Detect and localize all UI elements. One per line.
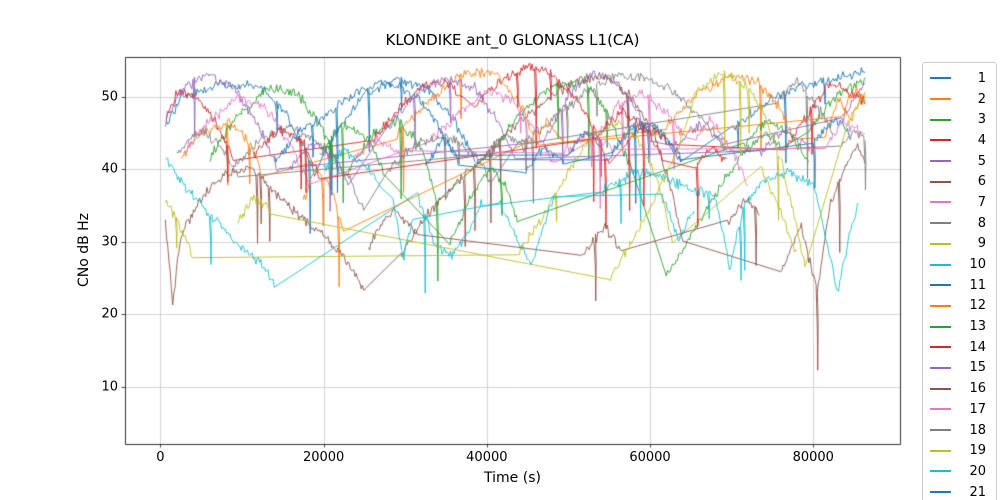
legend-item-6: 6 [923, 171, 996, 192]
y-axis-label: CNo dB Hz [76, 212, 92, 288]
y-tick-label: 10 [101, 379, 118, 395]
legend-label: 12 [969, 298, 986, 314]
legend-label: 3 [977, 112, 986, 128]
legend-item-8: 8 [923, 213, 996, 234]
legend-label: 1 [977, 70, 986, 86]
legend-line-sample [930, 201, 951, 204]
legend-line-sample [930, 242, 951, 245]
legend-item-15: 15 [923, 358, 996, 379]
legend-line-sample [930, 470, 951, 473]
y-tick-label: 50 [101, 89, 118, 105]
x-axis-label: Time (s) [484, 470, 541, 486]
legend-line-sample [930, 222, 951, 225]
legend-line-sample [930, 160, 951, 163]
legend-label: 18 [969, 422, 986, 438]
legend-label: 9 [977, 236, 986, 252]
legend-item-9: 9 [923, 234, 996, 255]
legend-item-18: 18 [923, 420, 996, 441]
legend-item-14: 14 [923, 337, 996, 358]
legend-label: 10 [969, 257, 986, 273]
x-tick-label: 60000 [629, 450, 671, 465]
x-tick-label: 20000 [302, 450, 345, 465]
legend-item-20: 20 [923, 461, 996, 482]
legend-line-sample [930, 408, 951, 411]
legend-item-21: 21 [923, 482, 996, 500]
legend-item-4: 4 [923, 130, 996, 151]
legend-label: 17 [969, 401, 986, 417]
legend-item-3: 3 [923, 109, 996, 130]
legend-label: 14 [969, 339, 986, 355]
legend-item-16: 16 [923, 378, 996, 399]
legend-line-sample [930, 118, 951, 121]
x-tick-label: 0 [156, 450, 165, 465]
y-tick-label: 40 [101, 161, 118, 177]
legend-label: 5 [977, 153, 986, 169]
legend-label: 11 [969, 277, 986, 293]
legend-label: 16 [969, 381, 986, 397]
legend-line-sample [930, 387, 951, 390]
legend-label: 2 [977, 91, 986, 107]
legend-item-10: 10 [923, 254, 996, 275]
legend-line-sample [930, 304, 951, 307]
legend-line-sample [930, 449, 951, 452]
legend-line-sample [930, 98, 951, 101]
chart-title: KLONDIKE ant_0 GLONASS L1(CA) [385, 31, 640, 49]
legend-label: 20 [969, 463, 986, 479]
legend-label: 19 [969, 443, 986, 459]
y-tick-label: 20 [101, 306, 118, 322]
x-tick-label: 80000 [792, 450, 834, 465]
legend-item-19: 19 [923, 440, 996, 461]
legend-line-sample [930, 346, 951, 349]
legend-label: 4 [977, 132, 986, 148]
x-tick-label: 40000 [466, 450, 508, 465]
legend-line-sample [930, 284, 951, 287]
legend-item-12: 12 [923, 296, 996, 317]
legend-label: 8 [977, 215, 986, 231]
legend-label: 13 [969, 319, 986, 335]
legend-item-11: 11 [923, 275, 996, 296]
legend-line-sample [930, 429, 951, 432]
legend-label: 7 [977, 194, 986, 210]
legend-item-2: 2 [923, 89, 996, 110]
legend: 1 2 3 4 5 6 7 8 9 10 11 12 13 14 15 16 17 18 19 20 21 [922, 62, 997, 500]
legend-line-sample [930, 263, 951, 266]
legend-line-sample [930, 325, 951, 328]
legend-label: 21 [969, 484, 986, 500]
legend-line-sample [930, 366, 951, 369]
legend-item-17: 17 [923, 399, 996, 420]
legend-line-sample [930, 180, 951, 183]
legend-label: 15 [969, 360, 986, 376]
legend-line-sample [930, 139, 951, 142]
y-tick-label: 30 [101, 234, 118, 250]
legend-item-5: 5 [923, 151, 996, 172]
legend-label: 6 [977, 174, 986, 190]
legend-line-sample [930, 77, 951, 80]
legend-item-7: 7 [923, 192, 996, 213]
legend-item-1: 1 [923, 68, 996, 89]
legend-item-13: 13 [923, 316, 996, 337]
legend-line-sample [930, 491, 951, 494]
